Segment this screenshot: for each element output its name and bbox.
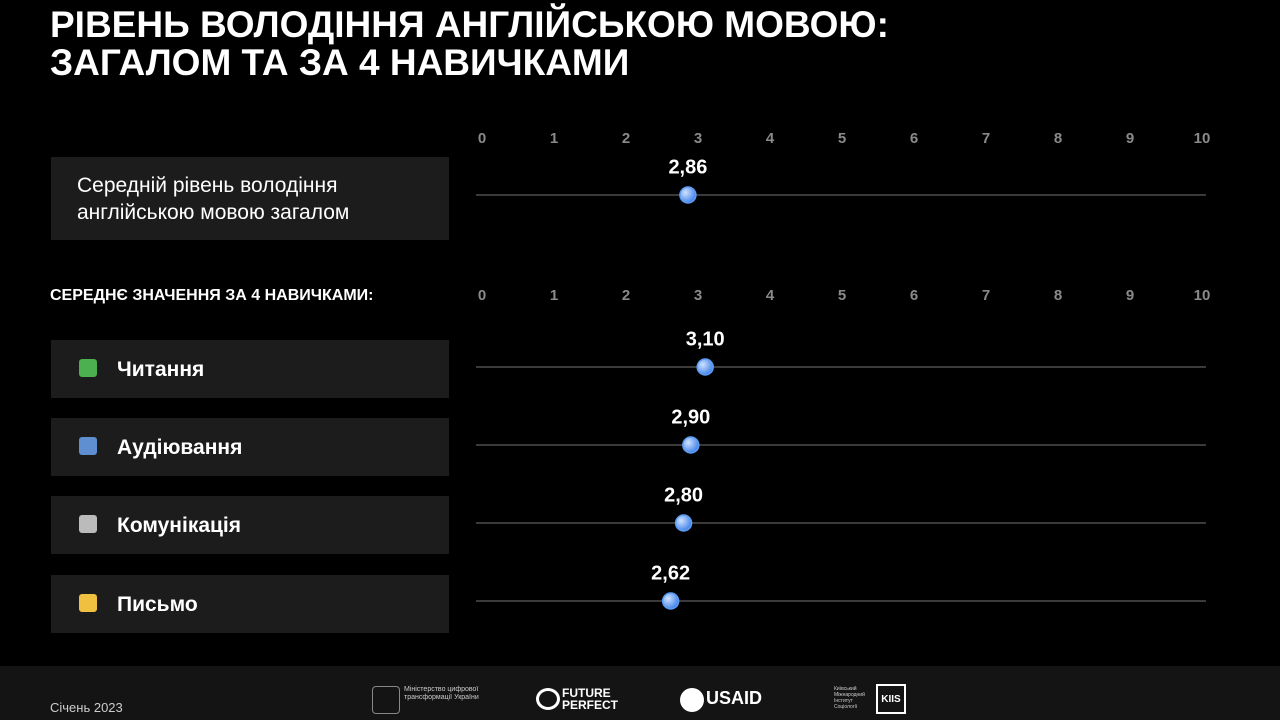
- x-tick-label: 0: [478, 130, 486, 147]
- x-tick-label: 2: [622, 287, 630, 304]
- x-tick-label: 2: [622, 130, 630, 147]
- category-box: Читання: [51, 340, 449, 398]
- x-tick-label: 1: [550, 130, 558, 147]
- x-tick-label: 7: [982, 130, 990, 147]
- value-label: 2,90: [671, 406, 710, 428]
- category-label: Середній рівень володіння англійською мо…: [77, 173, 350, 224]
- x-tick-label: 6: [910, 130, 918, 147]
- category-icon: [79, 437, 97, 455]
- x-tick-label: 0: [478, 287, 486, 304]
- x-tick-label: 3: [694, 130, 702, 147]
- x-tick-label: 7: [982, 287, 990, 304]
- category-icon: [79, 515, 97, 533]
- footer-date: Січень 2023: [50, 700, 123, 715]
- dot: [679, 186, 697, 204]
- value-label: 3,10: [686, 328, 725, 350]
- x-tick-label: 5: [838, 130, 846, 147]
- category-label: Комунікація: [117, 513, 242, 537]
- x-tick-label: 1: [550, 287, 558, 304]
- category-box: Середній рівень володіння англійською мо…: [51, 157, 449, 240]
- footer: Січень 2023 Міністерство цифрової трансф…: [0, 666, 1280, 720]
- value-label: 2,86: [668, 156, 707, 178]
- section-title: СЕРЕДНЄ ЗНАЧЕННЯ ЗА 4 НАВИЧКАМИ:: [50, 287, 374, 304]
- category-box: Комунікація: [51, 496, 449, 554]
- x-tick-label: 6: [910, 287, 918, 304]
- value-label: 2,62: [651, 562, 690, 584]
- dot: [696, 358, 714, 376]
- logo-ministry: Міністерство цифрової трансформації Укра…: [404, 686, 479, 701]
- category-icon: [79, 359, 97, 377]
- chart-area: 0 1 2 3 4 5 6 7 8 9 10 2,86 0 1 2 3 4 5 6 7 8 9 10 3,10 2,90 2,80…: [476, 130, 1211, 610]
- x-tick-label: 3: [694, 287, 702, 304]
- x-tick-label: 9: [1126, 130, 1134, 147]
- x-tick-label: 8: [1054, 287, 1062, 304]
- x-tick-label: 5: [838, 287, 846, 304]
- x-tick-label: 4: [766, 130, 775, 147]
- usaid-seal: [680, 688, 704, 712]
- dot: [674, 514, 693, 532]
- logo-usaid: USAID: [706, 688, 763, 708]
- ministry-emblem: [372, 686, 400, 714]
- x-tick-label: 10: [1194, 287, 1211, 304]
- category-label: Аудіювання: [117, 435, 243, 459]
- x-tick-label: 9: [1126, 287, 1134, 304]
- category-box: Письмо: [51, 575, 449, 633]
- x-tick-label: 4: [766, 287, 775, 304]
- future-perfect-icon: [536, 688, 560, 710]
- category-label: Письмо: [117, 592, 198, 616]
- slide-title: РІВЕНЬ ВОЛОДІННЯ АНГЛІЙСЬКОЮ МОВОЮ: ЗАГА…: [50, 4, 889, 83]
- category-icon: [79, 594, 97, 612]
- logo-future-perfect: FUTURE PERFECT: [562, 686, 619, 712]
- category-label: Читання: [117, 357, 205, 381]
- x-tick-label: 8: [1054, 130, 1062, 147]
- dot: [682, 436, 700, 454]
- dot: [661, 592, 680, 610]
- x-tick-label: 10: [1194, 130, 1211, 147]
- value-label: 2,80: [664, 484, 703, 506]
- category-box: Аудіювання: [51, 418, 449, 476]
- logo-kiis-text: Київський Міжнародний Інститут Соціологі…: [834, 686, 865, 710]
- logo-kiis: KIIS: [876, 684, 906, 714]
